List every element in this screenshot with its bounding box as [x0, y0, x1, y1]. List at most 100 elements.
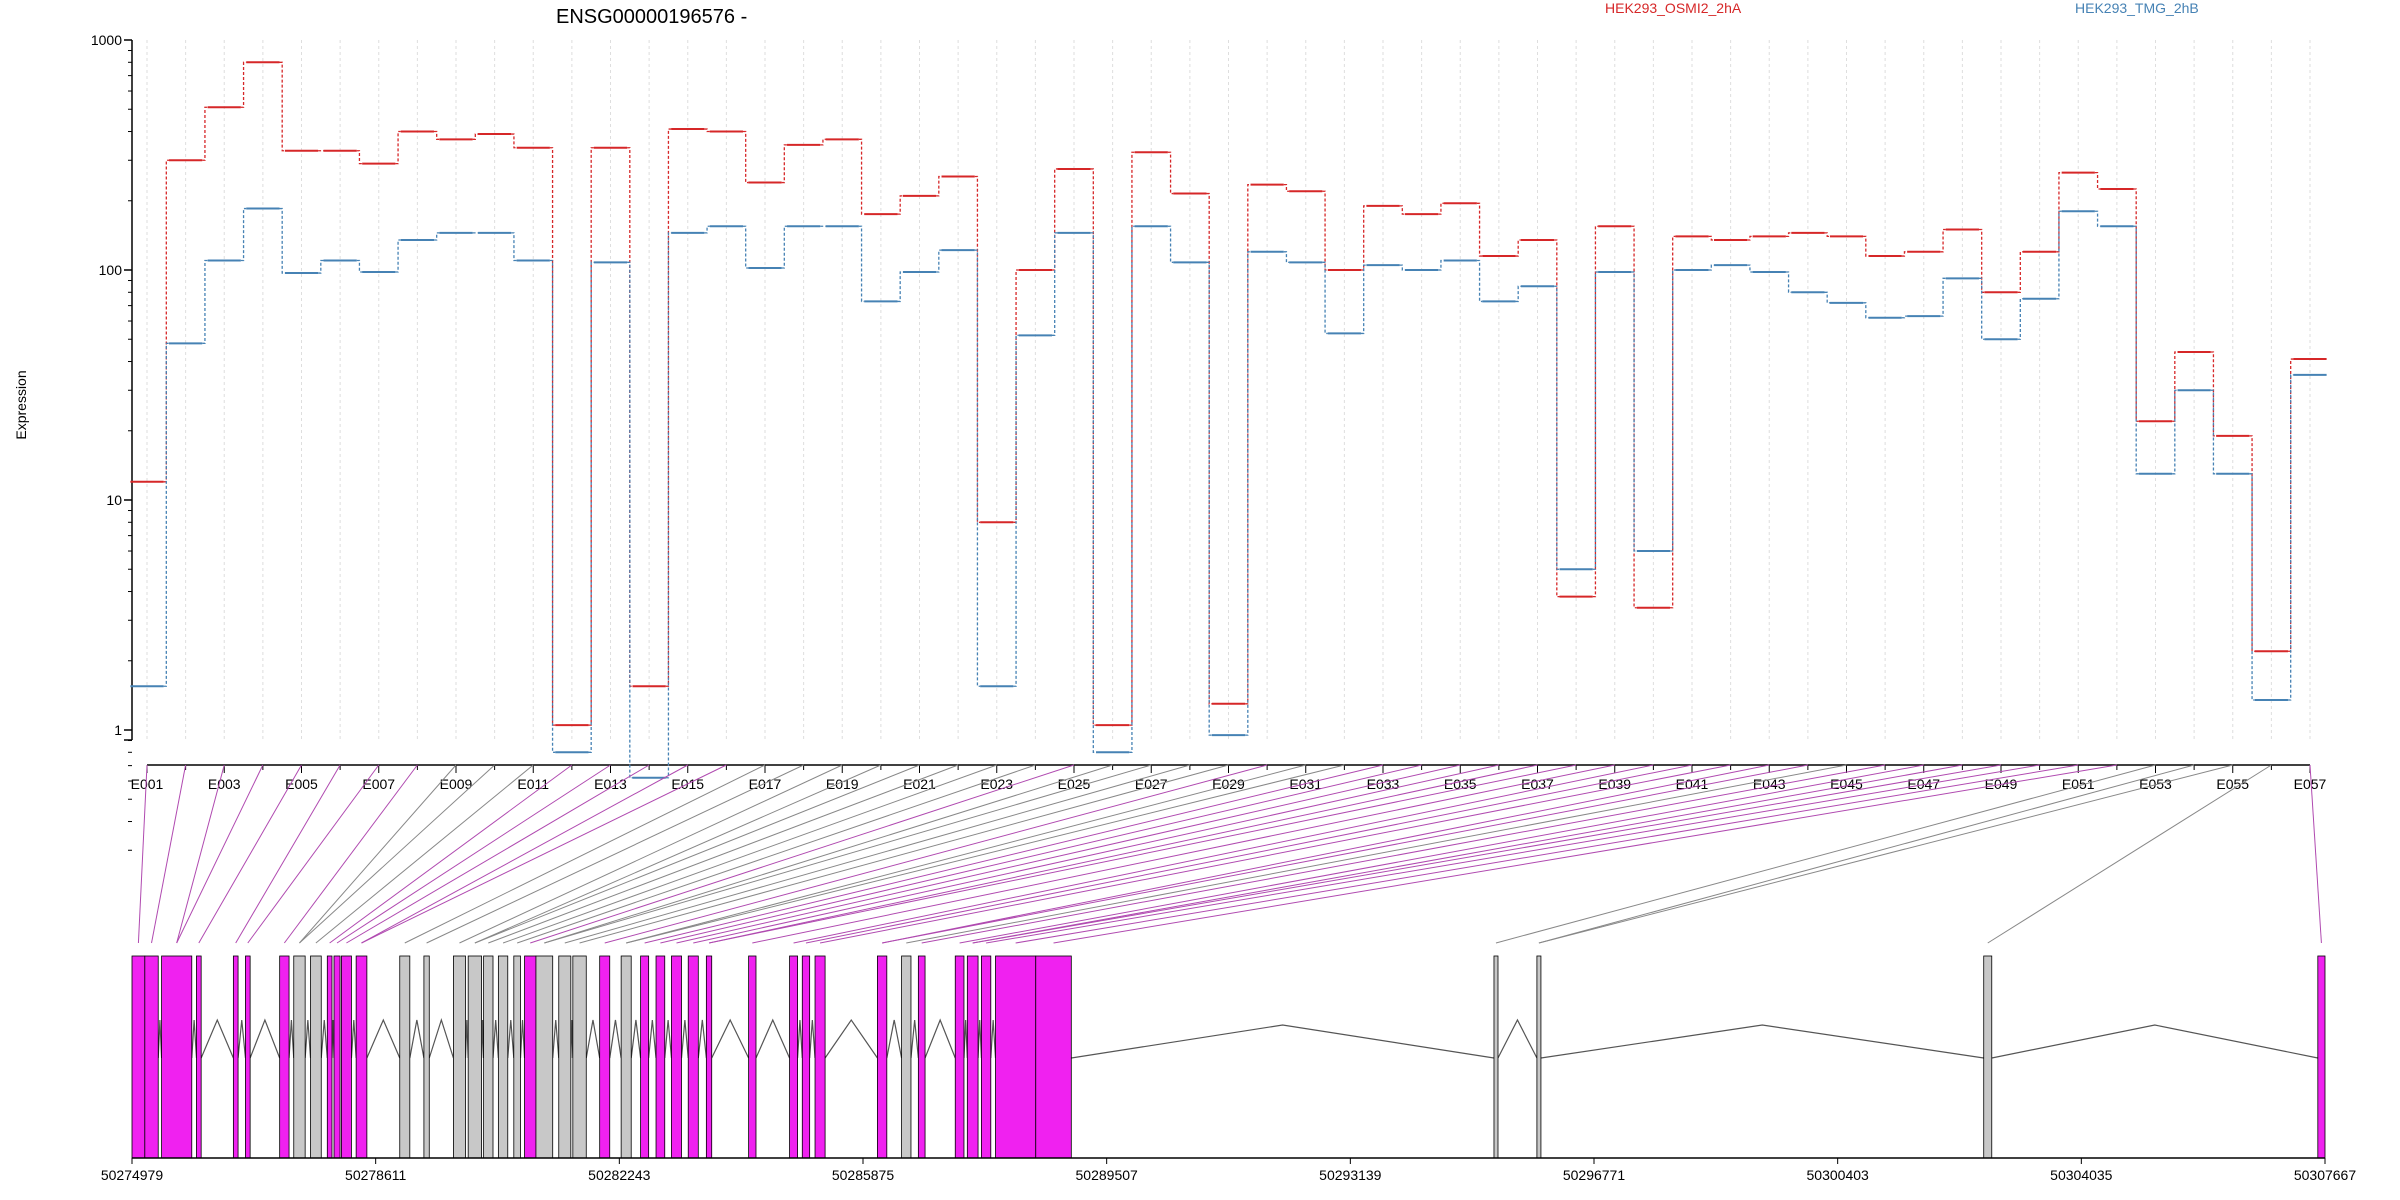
series-connector	[1747, 264, 1753, 273]
exon-tick-label: E011	[517, 776, 549, 792]
exon-connector	[488, 764, 959, 944]
exon-connector	[906, 764, 1847, 944]
genomic-tick-label: 50307667	[2294, 1167, 2357, 1183]
series-connector	[1245, 184, 1251, 705]
exon-connector	[544, 764, 1113, 944]
exon-connector	[336, 764, 611, 944]
y-tick-label: 10	[106, 492, 122, 508]
series-connector	[1013, 269, 1019, 523]
intron	[680, 1019, 689, 1059]
exon-box	[161, 955, 193, 1159]
genomic-tick-label: 50296771	[1563, 1167, 1626, 1183]
chart-title: ENSG00000196576 -	[556, 6, 747, 28]
exon-connector	[474, 764, 882, 944]
y-tick-label: 1	[114, 722, 122, 738]
series-connector	[2133, 188, 2139, 422]
exon-box	[995, 955, 1037, 1159]
exon-connector	[986, 764, 2040, 944]
series-connector	[1167, 151, 1174, 195]
series-connector	[2094, 210, 2101, 227]
series-connector	[1592, 271, 1599, 570]
exon-tick-label: E029	[1212, 776, 1245, 792]
exon-connector	[1538, 764, 2195, 944]
intron	[886, 1019, 903, 1059]
intron	[990, 1019, 997, 1059]
series-connector	[163, 159, 170, 483]
series-connector	[1863, 302, 1869, 319]
series-connector	[1476, 202, 1483, 257]
exon-box	[497, 955, 509, 1159]
exon-connector	[626, 764, 1306, 944]
series-connector	[1283, 251, 1290, 263]
intron	[755, 1018, 791, 1059]
series-connector	[1438, 202, 1444, 215]
intron	[350, 1019, 357, 1059]
exon-connector	[693, 764, 1499, 944]
exon-box	[535, 955, 554, 1159]
exon-box	[599, 955, 611, 1159]
series-connector	[2172, 351, 2178, 422]
series-connector	[1399, 205, 1406, 215]
exon-connector	[1053, 764, 2117, 944]
exon-tick-label: E021	[903, 776, 936, 792]
series-connector	[395, 130, 401, 165]
intron	[977, 1019, 983, 1059]
exon-connector	[176, 764, 225, 944]
exon-connector	[361, 764, 688, 944]
exon-connector	[361, 764, 727, 944]
series-connector	[2210, 351, 2217, 437]
exon-connector	[474, 764, 920, 944]
intron	[1991, 1024, 2318, 1059]
exon-box	[917, 955, 926, 1159]
exon-connector	[1495, 764, 2156, 944]
series-connector	[202, 106, 208, 161]
exon-box	[572, 955, 587, 1159]
series-connector	[1206, 192, 1212, 705]
exon-connector	[882, 764, 1770, 944]
exon-box	[355, 955, 368, 1159]
exon-box	[326, 955, 333, 1159]
exon-box	[467, 955, 482, 1159]
vertical-grid	[146, 40, 2311, 740]
intron	[1497, 1018, 1538, 1059]
exon-box	[789, 955, 798, 1159]
exon-tick-label: E045	[1830, 776, 1863, 792]
genomic-tick-label: 50289507	[1076, 1167, 1139, 1183]
intron	[664, 1019, 673, 1059]
intron	[910, 1019, 919, 1059]
intron	[304, 1019, 312, 1059]
exon-connector	[1538, 764, 2233, 944]
series-connector	[588, 261, 594, 753]
series-connector	[1940, 228, 1946, 253]
intron	[552, 1019, 560, 1059]
series-connector	[1399, 264, 1406, 271]
exon-box	[524, 955, 537, 1159]
series-connector	[1978, 277, 1985, 340]
intron	[428, 1018, 454, 1059]
exon-box	[453, 955, 466, 1159]
series-connector	[1863, 235, 1869, 257]
series-connector	[1824, 291, 1830, 304]
series-connector	[627, 261, 633, 779]
exon-tick-label: E007	[362, 776, 395, 792]
exon-box	[1493, 955, 1499, 1159]
genomic-tick-label: 50274979	[101, 1167, 164, 1183]
series-0	[130, 61, 2327, 727]
series-connector	[318, 259, 324, 274]
exon-box	[981, 955, 992, 1159]
exon-box	[901, 955, 912, 1159]
series-connector	[1554, 239, 1560, 598]
series-connector	[240, 61, 247, 108]
exon-connector	[959, 764, 1924, 944]
exon-connector	[793, 764, 1654, 944]
intron	[157, 1019, 163, 1059]
intron	[809, 1019, 816, 1059]
series-connector	[1978, 228, 1985, 293]
series-connector	[356, 150, 363, 165]
series-connector	[897, 195, 903, 215]
exon-connector	[283, 764, 418, 944]
exon-tick-label: E009	[440, 776, 473, 792]
series-connector	[1631, 271, 1637, 552]
exon-connector	[299, 764, 457, 944]
series-connector	[974, 249, 981, 687]
